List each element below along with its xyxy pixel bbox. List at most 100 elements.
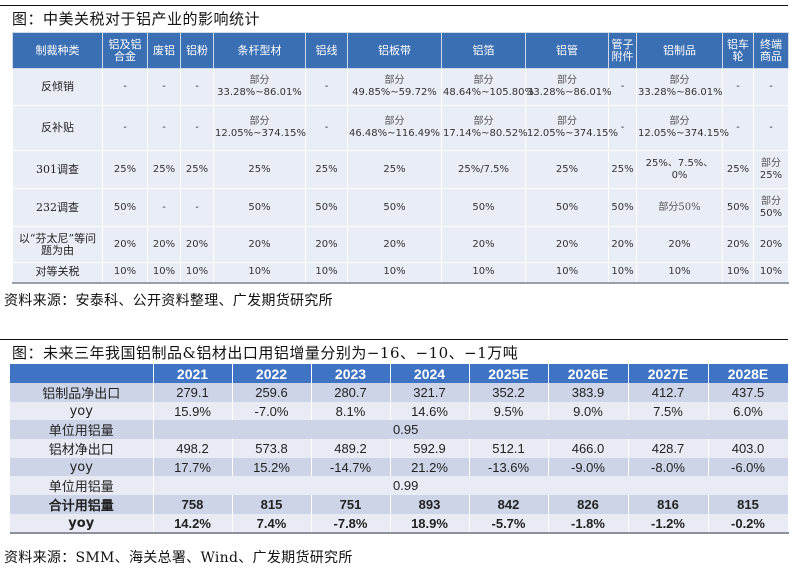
row-label: 301调查 — [12, 150, 103, 189]
table-row: 合计用铝量 758 815 751 893 842 826 816 815 — [10, 495, 789, 514]
cell-value: 49.85%~59.72% — [352, 87, 437, 98]
column-header: 铝车轮 — [722, 32, 754, 69]
table-cell: 50% — [608, 188, 637, 227]
column-header-empty — [10, 364, 154, 383]
cell-value: 12.05%~374.15% — [638, 128, 730, 139]
table-cell: 10% — [180, 262, 214, 284]
table-row: 232调查 50% - -50% 50% 50% 50% 50% 50% 部分50% 50% 部分 50… — [12, 188, 789, 227]
table-cell: 25% — [347, 150, 442, 189]
table-cell: 9.0% — [548, 402, 629, 420]
table-cell: 20% — [102, 226, 148, 263]
table-cell: 部分 12.05%~374.15% — [213, 105, 306, 151]
table-cell: 758 — [153, 495, 233, 514]
table-cell: 14.6% — [390, 402, 470, 420]
table-cell: -7.8% — [311, 514, 391, 534]
table-row: 单位用铝量 0.95 — [10, 420, 789, 439]
table-cell: 25% — [608, 150, 637, 189]
table-cell: 6.0% — [708, 402, 789, 420]
table-cell: 14.2% — [153, 514, 233, 534]
table-cell: 20% — [636, 226, 723, 263]
table-cell: 20% — [753, 226, 789, 263]
table-cell: 20% — [608, 226, 637, 263]
table-cell: 280.7 — [311, 383, 391, 402]
table-cell: 18.9% — [390, 514, 470, 534]
table-cell: 10% — [213, 262, 306, 284]
table-cell: 573.8 — [232, 439, 312, 458]
unit-aluminum-value: 0.99 — [390, 476, 789, 495]
table-cell: 8.1% — [311, 402, 391, 420]
table-cell: -0.2% — [708, 514, 789, 534]
empty-cell — [311, 420, 390, 439]
row-label: 合计用铝量 — [10, 495, 154, 514]
table-row: 铝材净出口 498.2 573.8 489.2 592.9 512.1 466.0 428.7… — [10, 439, 789, 458]
table-cell: 20% — [525, 226, 609, 263]
column-header: 铝制品 — [636, 32, 723, 69]
row-label: 反补贴 — [12, 105, 103, 151]
year-header: 2028E — [708, 364, 789, 383]
cell-qualifier: 部分 — [473, 75, 494, 86]
figure2-title: 图：未来三年我国铝制品&铝材出口用铝增量分别为−16、−10、−1万吨 — [12, 344, 519, 362]
table-cell: 25% — [722, 150, 754, 189]
row-label: 以“芬太尼”等问题为由 — [12, 226, 103, 263]
cell-value: 25% — [759, 169, 783, 181]
table-cell: 部分 12.05%~374.15% — [525, 105, 618, 151]
table-cell: -7.0% — [232, 402, 312, 420]
row-label: 232调查 — [12, 188, 103, 227]
table-row: yoy 15.9% -7.0% 8.1% 14.6% 9.5% 9.0% 7.5% 6.0% — [10, 402, 789, 420]
figure1-top-rule — [0, 5, 788, 6]
table-row: 反补贴 - - - 部分 12.05%~374.15% - 部分 46.48%~116.49% 部… — [12, 105, 789, 151]
table-cell: 512.1 — [469, 439, 549, 458]
column-header: 铝及铝合金 — [102, 32, 148, 69]
column-header: 废铝 — [147, 32, 181, 69]
table-cell: - — [147, 188, 181, 227]
cell-qualifier: 部分 — [249, 75, 270, 86]
table-cell: 428.7 — [628, 439, 709, 458]
table-cell: - — [305, 105, 348, 151]
empty-cell — [232, 420, 311, 439]
year-header: 2022 — [232, 364, 312, 383]
table-cell: 815 — [232, 495, 312, 514]
table-cell: - — [305, 68, 348, 106]
table-cell: - — [608, 68, 637, 106]
year-header: 2025E — [469, 364, 549, 383]
table-row: 以“芬太尼”等问题为由 20% 20% 20% 20% 20% 20% 20% 20% 20% 20… — [12, 226, 789, 263]
table-cell: 部分 17.14%~80.52% — [441, 105, 528, 151]
table-cell: 50% — [722, 188, 754, 227]
table-cell: 15.2% — [232, 458, 312, 476]
table-cell: 10% — [722, 262, 754, 284]
table-cell: 25% — [180, 150, 214, 189]
table-cell: 部分 12.05%~374.15% — [636, 105, 730, 151]
table-cell: 20% — [305, 226, 348, 263]
empty-cell — [153, 476, 232, 495]
table-cell: -8.0% — [628, 458, 709, 476]
table-cell: 383.9 — [548, 383, 629, 402]
year-header: 2026E — [548, 364, 629, 383]
table-cell: 10% — [525, 262, 609, 284]
table-cell: 20% — [213, 226, 306, 263]
table-cell: 20% — [147, 226, 181, 263]
table-cell: 259.6 — [232, 383, 312, 402]
table-row: 对等关税 10% 10% 10% 10% 10% 10% 10% 10% 10% 10% 10% 10% — [12, 262, 789, 284]
year-header: 2024 — [390, 364, 470, 383]
column-header: 管子附件 — [608, 32, 637, 69]
table-cell: 50% — [305, 188, 348, 227]
table-cell: 10% — [305, 262, 348, 284]
cell-qualifier: 部分 — [557, 75, 577, 86]
table-cell: 50% — [347, 188, 442, 227]
year-header: 2023 — [311, 364, 391, 383]
table-cell: 部分 48.64%~105.80% — [441, 68, 534, 106]
table-cell: 10% — [147, 262, 181, 284]
table-cell: - — [102, 105, 148, 151]
table-cell: 50% — [102, 188, 148, 227]
table-cell: 10% — [608, 262, 637, 284]
table-cell: -6.0% — [708, 458, 789, 476]
table-cell: 816 — [628, 495, 709, 514]
cell-qualifier: 部分 — [249, 116, 270, 127]
cell-value: 33.28%~86.01% — [527, 87, 612, 98]
table-row: 反倾销 - - - 部分 33.28%~86.01% - 部分 49.85%~59.72% 部分 4… — [12, 68, 789, 106]
table-cell: - — [722, 68, 754, 106]
table-cell: 25% — [525, 150, 609, 189]
table-cell: 25% — [147, 150, 181, 189]
table-cell: 592.9 — [390, 439, 470, 458]
